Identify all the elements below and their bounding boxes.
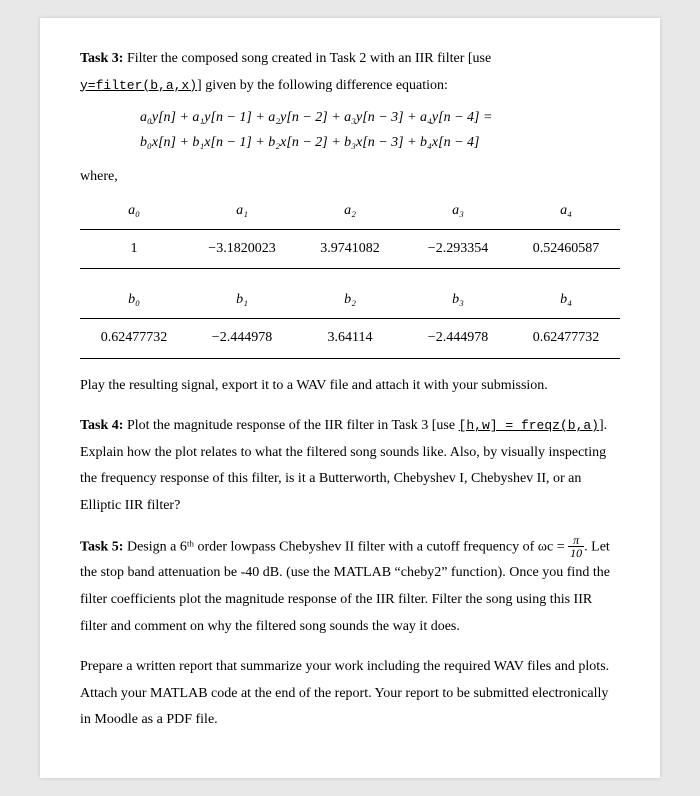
task4-title: Task 4: bbox=[80, 418, 123, 433]
a-header: a₄ bbox=[512, 194, 620, 229]
task4-block: Task 4: Plot the magnitude response of t… bbox=[80, 413, 620, 519]
task3-title: Task 3: bbox=[80, 51, 123, 66]
document-page: Task 3: Filter the composed song created… bbox=[40, 18, 660, 778]
task3-intro1: Filter the composed song created in Task… bbox=[123, 51, 491, 66]
task3-post: Play the resulting signal, export it to … bbox=[80, 378, 548, 393]
b-value: 3.64114 bbox=[296, 318, 404, 358]
task4-line1a: Plot the magnitude response of the IIR f… bbox=[123, 418, 458, 433]
b-coeff-table: b₀ b₁ b₂ b₃ b₄ 0.62477732 −2.444978 3.64… bbox=[80, 283, 620, 358]
b-header: b₀ bbox=[80, 283, 188, 318]
a-value: −2.293354 bbox=[404, 229, 512, 269]
b-header: b₃ bbox=[404, 283, 512, 318]
task4-code: [h,w] = freqz(b,a) bbox=[459, 418, 599, 433]
a-value: −3.1820023 bbox=[188, 229, 296, 269]
task3-block: Task 3: Filter the composed song created… bbox=[80, 46, 620, 399]
b-value: −2.444978 bbox=[188, 318, 296, 358]
task3-code: y=filter(b,a,x) bbox=[80, 78, 197, 93]
b-value: −2.444978 bbox=[404, 318, 512, 358]
task5-line1: Design a 6ᵗʰ order lowpass Chebyshev II … bbox=[123, 539, 568, 554]
a-coeff-table: a₀ a₁ a₂ a₃ a₄ 1 −3.1820023 3.9741082 −2… bbox=[80, 194, 620, 269]
closing-text: Prepare a written report that summarize … bbox=[80, 659, 609, 727]
a-header: a₂ bbox=[296, 194, 404, 229]
eq-line1: a₀y[n] + a₁y[n − 1] + a₂y[n − 2] + a₃y[n… bbox=[140, 110, 492, 125]
b-header: b₂ bbox=[296, 283, 404, 318]
task3-intro2: ] given by the following difference equa… bbox=[197, 78, 448, 93]
task5-block: Task 5: Design a 6ᵗʰ order lowpass Cheby… bbox=[80, 534, 620, 641]
b-header: b₄ bbox=[512, 283, 620, 318]
b-value: 0.62477732 bbox=[80, 318, 188, 358]
a-value: 1 bbox=[80, 229, 188, 269]
a-header: a₀ bbox=[80, 194, 188, 229]
task5-title: Task 5: bbox=[80, 539, 123, 554]
a-header: a₁ bbox=[188, 194, 296, 229]
task3-equations: a₀y[n] + a₁y[n − 1] + a₂y[n − 2] + a₃y[n… bbox=[140, 105, 620, 155]
a-value: 0.52460587 bbox=[512, 229, 620, 269]
a-header: a₃ bbox=[404, 194, 512, 229]
closing-block: Prepare a written report that summarize … bbox=[80, 654, 620, 734]
b-value: 0.62477732 bbox=[512, 318, 620, 358]
a-value: 3.9741082 bbox=[296, 229, 404, 269]
task3-where: where, bbox=[80, 169, 118, 184]
eq-line2: b₀x[n] + b₁x[n − 1] + b₂x[n − 2] + b₃x[n… bbox=[140, 135, 479, 150]
cutoff-fraction: π10 bbox=[568, 534, 584, 560]
b-header: b₁ bbox=[188, 283, 296, 318]
